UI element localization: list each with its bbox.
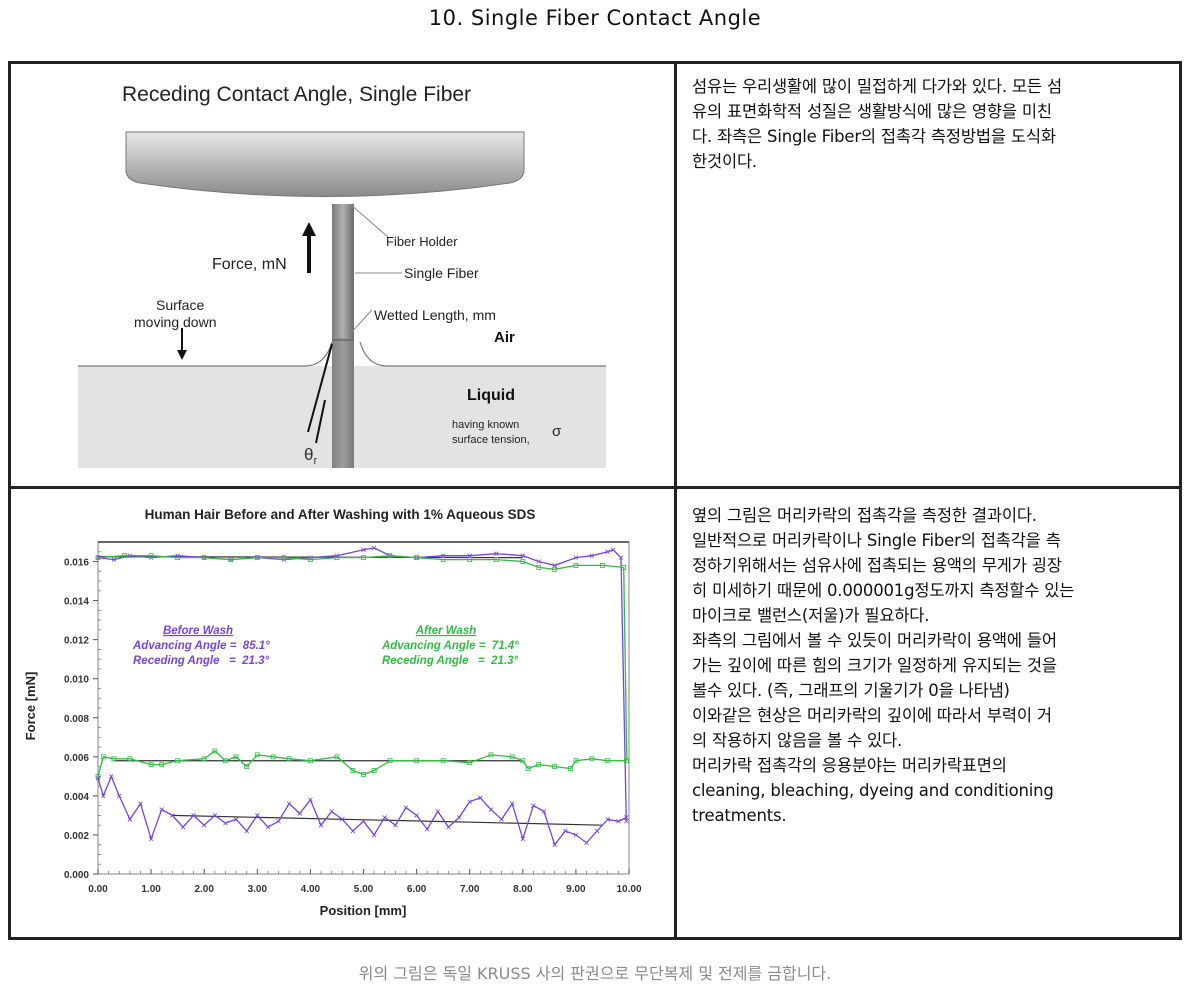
table-column-divider [674, 61, 677, 940]
text-line: 이와같은 현상은 머리카락의 깊이에 따라서 부력이 거 [692, 706, 1052, 725]
chart-title: Human Hair Before and After Washing with… [145, 507, 536, 522]
y-axis-label: Force [mN] [23, 672, 38, 741]
x-tick-label: 1.00 [141, 884, 161, 895]
svg-text:Receding Angle = 21.3°: Receding Angle = 21.3° [382, 655, 519, 667]
angle-line [315, 399, 326, 444]
y-tick-label: 0.012 [64, 636, 89, 647]
liquid-label: Liquid [467, 387, 515, 404]
y-tick-label: 0.014 [64, 597, 89, 608]
text-line: 머리카락 접촉각의 응용분야는 머리카락표면의 [692, 756, 1007, 775]
fiber-holder-shape [125, 131, 525, 197]
svg-text:After Wash: After Wash [415, 625, 477, 637]
svg-text:Advancing Angle = 85.1°: Advancing Angle = 85.1° [132, 640, 270, 652]
surface-label-2: moving down [134, 314, 217, 330]
y-tick-label: 0.004 [64, 792, 89, 803]
y-tick-label: 0.010 [64, 675, 89, 686]
before-wash-annotation: Before Wash Advancing Angle = 85.1° Rece… [132, 625, 270, 667]
x-tick-label: 2.00 [194, 884, 214, 895]
x-axis-label: Position [mm] [320, 903, 407, 918]
x-tick-label: 3.00 [248, 884, 268, 895]
text-line: 일반적으로 머리카락이나 Single Fiber의 접촉각을 측 [692, 531, 1061, 550]
x-tick-label: 0.00 [88, 884, 108, 895]
y-tick-label: 0.002 [64, 831, 89, 842]
x-tick-label: 9.00 [566, 884, 586, 895]
hair-measurement-text: 옆의 그림은 머리카락의 접촉각을 측정한 결과이다. 일반적으로 머리카락이나… [692, 503, 1162, 828]
y-tick-label: 0.000 [64, 870, 89, 881]
svg-text:Receding Angle = 21.3°: Receding Angle = 21.3° [133, 655, 270, 667]
copyright-note: 위의 그림은 독일 KRUSS 사의 판권으로 무단복제 및 전제를 금합니다. [358, 964, 832, 983]
x-tick-label: 7.00 [460, 884, 480, 895]
y-tick-label: 0.008 [64, 714, 89, 725]
fiber-description-text: 섬유는 우리생활에 많이 밀접하게 다가와 있다. 모든 섬 유의 표면화학적 … [692, 74, 1162, 174]
plot-area [97, 541, 630, 875]
text-line: 옆의 그림은 머리카락의 접촉각을 측정한 결과이다. [692, 506, 1037, 525]
table-row-divider [8, 486, 1182, 489]
air-label: Air [494, 329, 515, 346]
wetted-length-label: Wetted Length, mm [374, 307, 496, 323]
diagram-title: Receding Contact Angle, Single Fiber [122, 83, 471, 106]
surface-arrow-head-icon [177, 350, 187, 360]
text-line: 한것이다. [692, 152, 757, 171]
x-tick-label: 4.00 [301, 884, 321, 895]
x-tick-label: 8.00 [513, 884, 533, 895]
text-line: cleaning, bleaching, dyeing and conditio… [692, 781, 1054, 800]
text-line: 유의 표면화학적 성질은 생활방식에 많은 영향을 미친 [692, 102, 1052, 121]
text-line: 정하기위해서는 섬유사에 접촉되는 용액의 무게가 굉장 [692, 556, 1062, 575]
text-line: 볼수 있다. (즉, 그래프의 기울기가 0을 나타냄) [692, 681, 1010, 700]
force-arrow-head-icon [302, 222, 316, 236]
liquid-desc-2: surface tension, [452, 434, 530, 446]
liquid-desc-1: having known [452, 419, 519, 431]
data-series [97, 774, 627, 847]
text-line: 다. 좌측은 Single Fiber의 접촉각 측정방법을 도식화 [692, 127, 1056, 146]
y-tick-label: 0.006 [64, 753, 89, 764]
x-tick-label: 10.00 [616, 884, 641, 895]
force-label: Force, mN [212, 256, 287, 273]
data-series [97, 555, 624, 570]
single-fiber-label: Single Fiber [404, 265, 479, 281]
tangent-line [307, 343, 333, 433]
fit-line [172, 814, 603, 826]
svg-text:Before Wash: Before Wash [163, 625, 233, 637]
x-tick-label: 5.00 [354, 884, 374, 895]
theta-label: θr [304, 445, 317, 467]
x-tick-label: 6.00 [407, 884, 427, 895]
text-line: 가는 깊이에 따른 힘의 크기가 일정하게 유지되는 것을 [692, 656, 1057, 675]
page-title: 10. Single Fiber Contact Angle [428, 6, 762, 30]
y-tick-label: 0.016 [64, 558, 89, 569]
svg-text:Advancing Angle = 71.4°: Advancing Angle = 71.4° [381, 640, 519, 652]
text-line: 섬유는 우리생활에 많이 밀접하게 다가와 있다. 모든 섬 [692, 77, 1062, 96]
text-line: 마이크로 밸런스(저울)가 필요하다. [692, 606, 930, 625]
surface-label-1: Surface [156, 297, 204, 313]
hair-force-chart: Human Hair Before and After Washing with… [23, 507, 642, 918]
text-line: 좌측의 그림에서 볼 수 있듯이 머리카락이 용액에 들어 [692, 631, 1057, 650]
sigma-symbol: σ [552, 423, 562, 440]
text-line: treatments. [692, 806, 787, 825]
fiber-holder-label: Fiber Holder [386, 234, 458, 249]
after-wash-annotation: After Wash Advancing Angle = 71.4° Reced… [381, 625, 519, 667]
text-line: 의 작용하지 않음을 볼 수 있다. [692, 731, 903, 750]
text-line: 히 미세하기 때문에 0.000001g정도까지 측정할수 있는 [692, 581, 1075, 600]
receding-contact-angle-diagram: Receding Contact Angle, Single Fiber For… [78, 83, 606, 468]
wetted-length-band [332, 338, 354, 468]
data-series [97, 750, 627, 777]
content-table [8, 61, 1182, 940]
